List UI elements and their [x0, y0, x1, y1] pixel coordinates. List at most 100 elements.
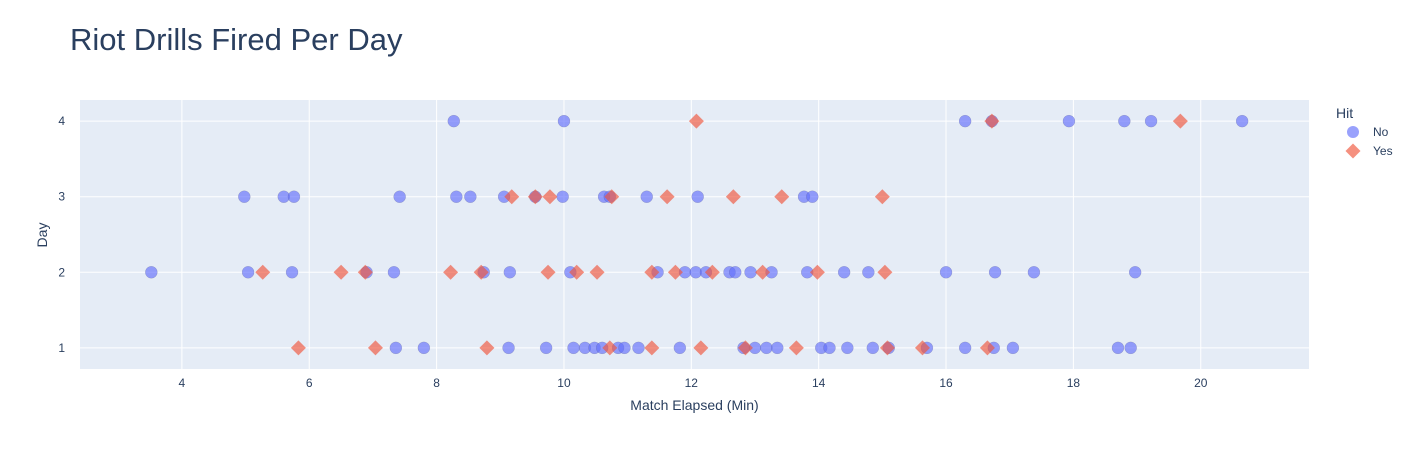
data-point-yes	[542, 189, 558, 205]
data-point-no	[389, 341, 403, 355]
data-point-yes	[540, 264, 556, 280]
data-point-no	[567, 341, 580, 355]
legend-label: Yes	[1373, 144, 1393, 158]
series-yes	[255, 113, 1188, 356]
data-point-yes	[667, 264, 683, 280]
y-axis-label: Day	[34, 223, 50, 248]
data-point-no	[837, 266, 851, 279]
data-point-no	[556, 190, 569, 203]
data-point-no	[866, 341, 880, 355]
x-tick-label: 6	[306, 376, 313, 390]
data-point-yes	[979, 340, 995, 356]
data-points	[145, 113, 1249, 356]
data-point-yes	[443, 264, 459, 280]
data-point-no	[958, 341, 972, 355]
legend-item-no[interactable]: No	[1347, 125, 1389, 139]
data-point-no	[618, 341, 631, 355]
data-point-yes	[688, 113, 704, 129]
data-point-no	[1144, 114, 1158, 128]
data-point-yes	[1172, 113, 1188, 129]
data-point-yes	[914, 340, 930, 356]
data-point-no	[1235, 114, 1249, 128]
data-point-yes	[704, 264, 720, 280]
data-point-no	[417, 341, 431, 355]
y-axis-ticks: 1 2 3 4	[58, 114, 65, 355]
data-point-yes	[290, 340, 306, 356]
data-point-yes	[737, 340, 753, 356]
data-point-no	[241, 266, 255, 279]
x-tick-label: 4	[179, 376, 186, 390]
data-point-yes	[569, 264, 585, 280]
data-point-yes	[725, 189, 741, 205]
data-point-yes	[644, 264, 660, 280]
chart-title: Riot Drills Fired Per Day	[70, 22, 403, 57]
data-point-no	[691, 190, 704, 203]
data-point-yes	[984, 113, 1000, 129]
data-point-no	[958, 114, 972, 128]
legend-label: No	[1373, 125, 1389, 139]
data-point-no	[145, 266, 158, 279]
data-point-no	[823, 341, 836, 355]
data-point-yes	[602, 340, 618, 356]
x-tick-label: 20	[1194, 376, 1208, 390]
data-point-no	[1111, 341, 1125, 355]
x-tick-label: 10	[557, 376, 571, 390]
x-tick-label: 8	[433, 376, 440, 390]
data-point-yes	[644, 340, 660, 356]
data-point-no	[806, 190, 819, 203]
data-point-yes	[589, 264, 605, 280]
data-point-yes	[693, 340, 709, 356]
data-point-no	[238, 190, 251, 203]
x-tick-label: 12	[685, 376, 699, 390]
data-point-yes	[877, 264, 893, 280]
x-tick-label: 14	[812, 376, 826, 390]
x-axis-ticks: 4 6 8 10 12 14 16 18 20	[179, 376, 1208, 390]
data-point-no	[841, 341, 854, 355]
data-point-no	[393, 190, 406, 203]
data-point-yes	[367, 340, 383, 356]
legend-marker-circle-icon	[1347, 126, 1359, 138]
data-point-no	[447, 114, 461, 128]
y-tick-label: 4	[58, 114, 65, 128]
data-point-yes	[809, 264, 825, 280]
data-point-no	[539, 341, 553, 355]
data-point-no	[502, 341, 515, 355]
data-point-no	[771, 341, 784, 355]
y-tick-label: 3	[58, 190, 65, 204]
data-point-yes	[755, 264, 771, 280]
x-axis-label: Match Elapsed (Min)	[630, 397, 758, 413]
plot-area	[80, 100, 1309, 369]
data-point-no	[632, 341, 645, 355]
legend-marker-diamond-icon	[1345, 143, 1361, 159]
data-point-no	[988, 266, 1002, 279]
data-point-no	[503, 266, 517, 279]
data-point-yes	[255, 264, 271, 280]
y-tick-label: 1	[58, 341, 65, 355]
data-point-no	[939, 266, 953, 279]
legend-item-yes[interactable]: Yes	[1345, 143, 1393, 159]
data-point-no	[450, 190, 463, 203]
data-point-no	[673, 341, 687, 355]
legend: Hit No Yes	[1336, 105, 1393, 159]
data-point-no	[744, 266, 757, 279]
data-point-yes	[473, 264, 489, 280]
data-point-no	[387, 266, 401, 279]
x-tick-label: 16	[939, 376, 953, 390]
data-point-yes	[879, 340, 895, 356]
data-point-no	[862, 266, 875, 279]
data-point-no	[1027, 266, 1041, 279]
data-point-yes	[504, 189, 520, 205]
data-point-no	[1124, 341, 1137, 355]
data-point-yes	[479, 340, 495, 356]
data-point-no	[1118, 114, 1131, 128]
x-tick-label: 18	[1067, 376, 1081, 390]
y-tick-label: 2	[58, 265, 65, 279]
data-point-yes	[333, 264, 349, 280]
data-point-no	[760, 341, 773, 355]
data-point-yes	[527, 189, 543, 205]
data-point-no	[1128, 266, 1142, 279]
data-point-yes	[659, 189, 675, 205]
data-point-no	[287, 190, 301, 203]
data-point-no	[1062, 114, 1076, 128]
